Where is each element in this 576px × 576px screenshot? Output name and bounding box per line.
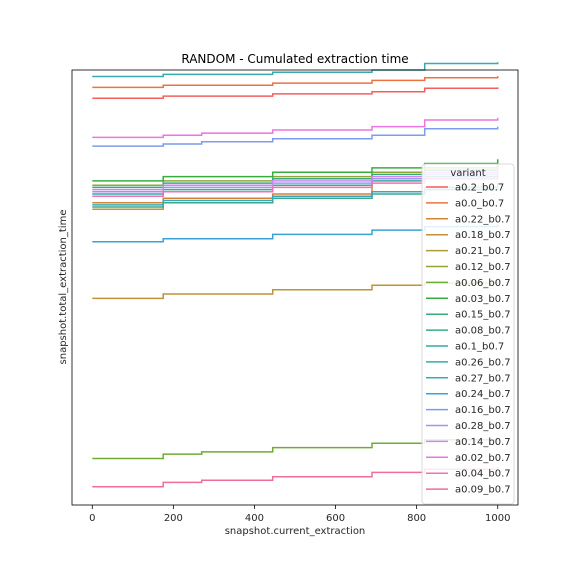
legend-label-a0.04_b0.7: a0.04_b0.7 xyxy=(455,469,511,480)
legend: variant a0.2_b0.7 a0.0_b0.7 a0.22_b0.7 a0.18… xyxy=(421,163,515,505)
legend-label-a0.2_b0.7: a0.2_b0.7 xyxy=(455,183,504,194)
series-line-a0.02_b0.7 xyxy=(92,117,499,139)
x-tick-label: 0 xyxy=(89,513,95,524)
legend-label-a0.02_b0.7: a0.02_b0.7 xyxy=(455,453,511,464)
legend-label-a0.24_b0.7: a0.24_b0.7 xyxy=(455,389,511,400)
legend-label-a0.1_b0.7: a0.1_b0.7 xyxy=(455,342,504,353)
x-tick-label: 200 xyxy=(164,513,183,524)
series-line-a0.0_b0.7 xyxy=(92,76,499,89)
legend-title: variant xyxy=(450,168,485,179)
legend-label-a0.12_b0.7: a0.12_b0.7 xyxy=(455,262,511,273)
x-tick-label: 1000 xyxy=(485,513,510,524)
legend-label-a0.26_b0.7: a0.26_b0.7 xyxy=(455,357,511,368)
legend-label-a0.0_b0.7: a0.0_b0.7 xyxy=(455,198,504,209)
x-tick-label: 800 xyxy=(407,513,426,524)
legend-label-a0.28_b0.7: a0.28_b0.7 xyxy=(455,421,511,432)
series-line-a0.16_b0.7 xyxy=(92,126,499,147)
series-line-a0.2_b0.7 xyxy=(92,87,499,100)
legend-label-a0.21_b0.7: a0.21_b0.7 xyxy=(455,246,511,257)
x-axis-label: snapshot.current_extraction xyxy=(225,526,366,537)
chart-title: RANDOM - Cumulated extraction time xyxy=(181,52,408,66)
x-tick-label: 600 xyxy=(326,513,345,524)
legend-label-a0.16_b0.7: a0.16_b0.7 xyxy=(455,405,511,416)
legend-label-a0.22_b0.7: a0.22_b0.7 xyxy=(455,214,511,225)
legend-label-a0.15_b0.7: a0.15_b0.7 xyxy=(455,310,511,321)
legend-label-a0.03_b0.7: a0.03_b0.7 xyxy=(455,294,511,305)
legend-label-a0.27_b0.7: a0.27_b0.7 xyxy=(455,373,511,384)
legend-label-a0.06_b0.7: a0.06_b0.7 xyxy=(455,278,511,289)
x-tick-label: 400 xyxy=(245,513,264,524)
legend-label-a0.09_b0.7: a0.09_b0.7 xyxy=(455,485,511,496)
plot-frame xyxy=(71,69,519,506)
legend-label-a0.08_b0.7: a0.08_b0.7 xyxy=(455,326,511,337)
x-axis-ticks: 0 200 400 600 800 1000 xyxy=(89,505,510,524)
legend-box xyxy=(421,163,515,505)
legend-label-a0.14_b0.7: a0.14_b0.7 xyxy=(455,437,511,448)
series-line-a0.03_b0.7 xyxy=(92,159,499,182)
legend-label-a0.18_b0.7: a0.18_b0.7 xyxy=(455,230,511,241)
series-line-a0.26_b0.7 xyxy=(92,62,499,78)
y-axis-label: snapshot.total_extraction_time xyxy=(58,210,69,365)
